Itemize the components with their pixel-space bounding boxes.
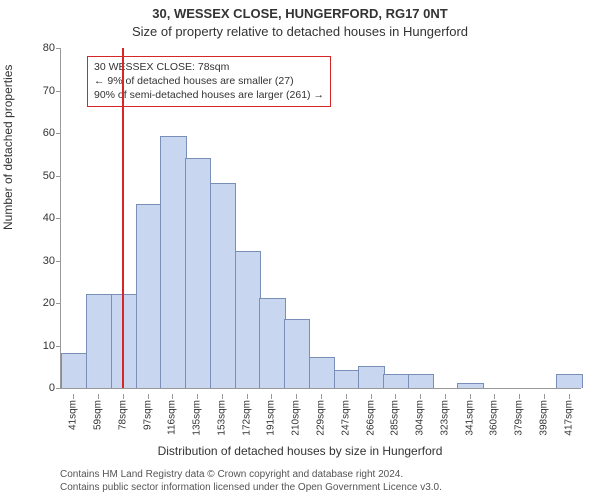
annotation-line2: ← 9% of detached houses are smaller (27) [94, 74, 324, 88]
annotation-line1: 30 WESSEX CLOSE: 78sqm [94, 60, 324, 74]
chart-title-line2: Size of property relative to detached ho… [0, 24, 600, 39]
histogram-bar [408, 374, 434, 388]
plot-area: 30 WESSEX CLOSE: 78sqm ← 9% of detached … [60, 48, 581, 389]
chart-container: 30, WESSEX CLOSE, HUNGERFORD, RG17 0NT S… [0, 0, 600, 500]
xtick-mark [98, 394, 99, 399]
annotation-line3: 90% of semi-detached houses are larger (… [94, 88, 324, 102]
xtick-label: 417sqm [563, 400, 574, 436]
xtick-mark [420, 394, 421, 399]
histogram-bar [358, 366, 384, 388]
xtick-label: 41sqm [68, 400, 79, 430]
ytick-mark [56, 261, 61, 262]
xtick-mark [321, 394, 322, 399]
ytick-label: 50 [31, 170, 55, 182]
xtick-mark [73, 394, 74, 399]
xtick-mark [172, 394, 173, 399]
ytick-label: 40 [31, 212, 55, 224]
xtick-mark [470, 394, 471, 399]
xtick-label: 341sqm [464, 400, 475, 436]
histogram-bar [235, 251, 261, 388]
xtick-mark [494, 394, 495, 399]
xtick-label: 210sqm [291, 400, 302, 436]
xtick-label: 97sqm [142, 400, 153, 430]
histogram-bar [309, 357, 335, 388]
histogram-bar [383, 374, 409, 388]
xtick-mark [222, 394, 223, 399]
histogram-bar [136, 204, 162, 388]
xtick-mark [271, 394, 272, 399]
y-axis-label: Number of detached properties [1, 65, 15, 230]
ytick-label: 0 [31, 382, 55, 394]
xtick-label: 172sqm [241, 400, 252, 436]
xtick-label: 266sqm [365, 400, 376, 436]
xtick-label: 153sqm [216, 400, 227, 436]
xtick-mark [445, 394, 446, 399]
xtick-mark [346, 394, 347, 399]
ytick-label: 10 [31, 340, 55, 352]
histogram-bar [111, 294, 137, 389]
histogram-bar [86, 294, 112, 389]
xtick-label: 323sqm [439, 400, 450, 436]
xtick-mark [395, 394, 396, 399]
footnote: Contains HM Land Registry data © Crown c… [60, 468, 590, 494]
ytick-label: 30 [31, 255, 55, 267]
ytick-label: 60 [31, 127, 55, 139]
histogram-bar [210, 183, 236, 388]
ytick-mark [56, 346, 61, 347]
histogram-bar [160, 136, 186, 388]
xtick-mark [544, 394, 545, 399]
xtick-label: 360sqm [489, 400, 500, 436]
ytick-mark [56, 303, 61, 304]
histogram-bar [259, 298, 285, 388]
histogram-bar [334, 370, 360, 388]
xtick-label: 78sqm [117, 400, 128, 430]
histogram-bar [185, 158, 211, 389]
histogram-bar [457, 383, 483, 388]
histogram-bar [284, 319, 310, 388]
xtick-label: 135sqm [192, 400, 203, 436]
xtick-label: 379sqm [514, 400, 525, 436]
xtick-mark [296, 394, 297, 399]
chart-title-line1: 30, WESSEX CLOSE, HUNGERFORD, RG17 0NT [0, 6, 600, 21]
xtick-mark [371, 394, 372, 399]
xtick-label: 285sqm [390, 400, 401, 436]
xtick-mark [197, 394, 198, 399]
xtick-mark [569, 394, 570, 399]
ytick-mark [56, 91, 61, 92]
xtick-label: 304sqm [415, 400, 426, 436]
xtick-mark [519, 394, 520, 399]
xtick-mark [148, 394, 149, 399]
ytick-mark [56, 133, 61, 134]
ytick-label: 80 [31, 42, 55, 54]
xtick-label: 59sqm [93, 400, 104, 430]
footnote-line2: Contains public sector information licen… [60, 481, 590, 494]
ytick-mark [56, 176, 61, 177]
property-marker-line [122, 48, 124, 388]
xtick-label: 247sqm [340, 400, 351, 436]
ytick-mark [56, 48, 61, 49]
ytick-mark [56, 218, 61, 219]
histogram-bar [61, 353, 87, 388]
footnote-line1: Contains HM Land Registry data © Crown c… [60, 468, 590, 481]
xtick-mark [123, 394, 124, 399]
ytick-mark [56, 388, 61, 389]
histogram-bar [556, 374, 582, 388]
ytick-label: 70 [31, 85, 55, 97]
xtick-mark [247, 394, 248, 399]
x-axis-label: Distribution of detached houses by size … [0, 444, 600, 458]
xtick-label: 116sqm [167, 400, 178, 435]
xtick-label: 191sqm [266, 400, 277, 436]
xtick-label: 398sqm [538, 400, 549, 436]
xtick-label: 229sqm [316, 400, 327, 436]
ytick-label: 20 [31, 297, 55, 309]
